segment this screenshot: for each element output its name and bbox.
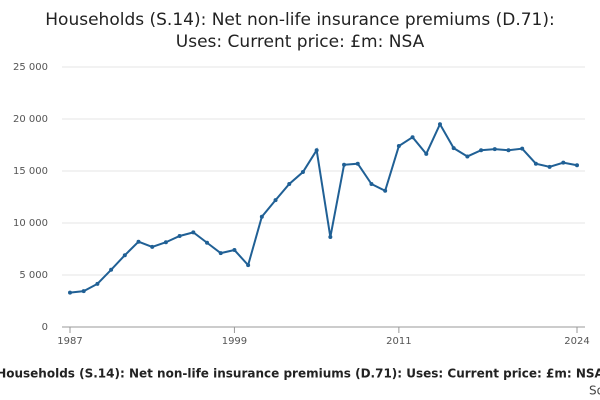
point [520,146,525,151]
point [533,161,538,166]
point [218,251,223,256]
point [136,239,141,244]
point [273,198,278,203]
point [314,148,319,153]
point [506,148,511,153]
point [451,146,456,151]
x-tick-label: 1987 [57,336,82,347]
point [437,122,442,127]
point [575,163,579,168]
chart-title: Households (S.14): Net non-life insuranc… [45,10,554,30]
point [410,135,415,140]
point [328,235,333,240]
y-tick-label: 0 [42,322,48,333]
point [232,248,237,253]
point [479,148,484,153]
point [355,161,360,166]
point [95,281,100,286]
point [259,214,264,219]
y-tick-label: 10 000 [13,218,48,229]
y-tick-label: 5 000 [19,270,48,281]
y-tick-label: 15 000 [13,166,48,177]
source: Source: [589,384,600,398]
point [300,170,305,175]
x-tick-label: 2024 [564,336,589,347]
x-tick-label: 1999 [222,336,247,347]
point [177,234,182,238]
point [109,267,114,272]
point [561,160,566,165]
point [369,182,374,186]
x-tick-label: 2011 [386,336,411,347]
point [191,230,196,235]
point [547,164,552,169]
y-tick-label: 20 000 [13,114,48,125]
point [383,188,388,193]
caption: Households (S.14): Net non-life insuranc… [0,367,600,381]
point [122,253,127,258]
point [68,290,72,295]
line [69,122,578,294]
point [81,289,86,294]
chart-title: Uses: Current price: £m: NSA [176,32,425,52]
y-tick-label: 25 000 [13,62,48,73]
point [424,151,429,156]
point [287,182,292,186]
point [465,154,470,159]
point [205,240,210,245]
point [150,244,155,249]
point [246,263,251,268]
point [163,240,168,245]
point [396,144,401,149]
point [342,162,347,167]
point [492,147,497,152]
